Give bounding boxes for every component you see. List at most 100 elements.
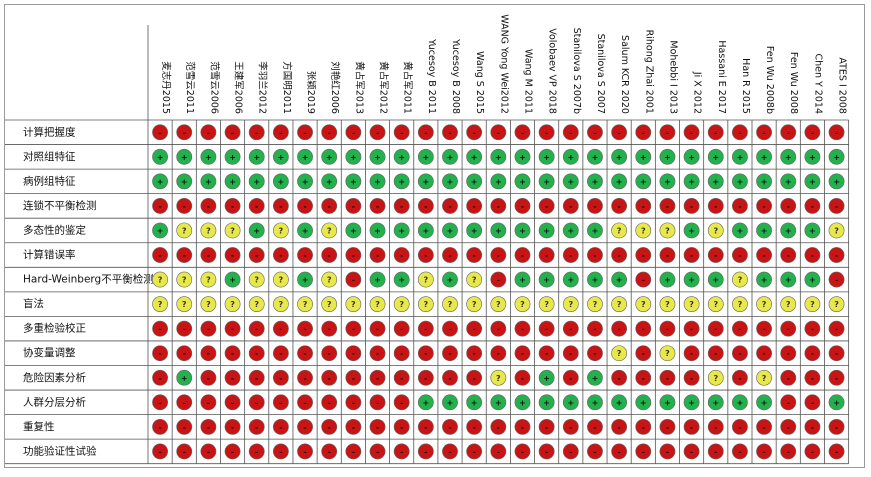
judgement-symbol: - [207, 349, 210, 358]
judgement-dot [828, 418, 845, 435]
judgement-symbol: + [664, 177, 671, 186]
judgement-symbol: - [424, 447, 427, 456]
judgement-dot [514, 124, 531, 141]
judgement-symbol: + [592, 177, 599, 186]
judgement-cell: - [272, 320, 289, 337]
judgement-dot [611, 148, 628, 165]
judgement-dot [780, 443, 797, 460]
judgement-cell: - [297, 198, 313, 214]
judgement-cell: - [345, 443, 362, 460]
judgement-symbol: ? [279, 300, 284, 309]
judgement-cell: - [538, 443, 555, 460]
judgement-cell: - [490, 443, 507, 460]
judgement-symbol: - [400, 128, 403, 137]
judgement-dot [562, 198, 579, 214]
judgement-symbol: - [303, 128, 306, 137]
judgement-symbol: - [231, 128, 234, 137]
judgement-symbol: - [376, 349, 379, 358]
judgement-dot [683, 271, 700, 288]
judgement-dot [200, 296, 217, 313]
judgement-dot [659, 148, 676, 165]
judgement-symbol: - [352, 374, 355, 383]
judgement-symbol: - [400, 202, 403, 211]
judgement-cell: - [176, 418, 193, 435]
judgement-cell: - [393, 198, 410, 214]
judgement-cell: - [587, 124, 603, 141]
judgement-dot [707, 247, 724, 263]
judgement-symbol: - [617, 447, 620, 456]
judgement-dot [828, 394, 845, 411]
judgement-symbol: + [567, 177, 574, 186]
judgement-symbol: - [521, 202, 524, 211]
judgement-symbol: - [328, 398, 331, 407]
judgement-dot [297, 198, 313, 214]
judgement-symbol: ? [665, 300, 670, 309]
judgement-symbol: + [543, 226, 550, 235]
judgement-cell: - [756, 124, 772, 141]
judgement-dot [176, 296, 193, 313]
judgement-cell: - [611, 418, 628, 435]
judgement-dot [466, 394, 483, 411]
judgement-dot [345, 443, 362, 460]
judgement-symbol: + [592, 276, 599, 285]
judgement-cell: + [611, 173, 628, 190]
judgement-cell: + [442, 148, 458, 165]
judgement-symbol: - [158, 349, 161, 358]
judgement-cell: + [248, 222, 265, 239]
judgement-dot [732, 443, 748, 460]
judgement-symbol: - [835, 423, 838, 432]
judgement-symbol: - [497, 423, 500, 432]
judgement-symbol: - [787, 325, 790, 334]
judgement-symbol: - [207, 374, 210, 383]
judgement-dot [490, 296, 507, 313]
judgement-cell: - [345, 320, 362, 337]
judgement-cell: - [152, 443, 168, 460]
judgement-cell: ? [538, 296, 555, 313]
judgement-dot [587, 124, 603, 141]
judgement-symbol: - [472, 423, 475, 432]
judgement-cell: ? [321, 222, 338, 239]
judgement-dot [369, 394, 386, 411]
judgement-symbol: ? [327, 276, 332, 285]
judgement-cell: ? [490, 296, 507, 313]
judgement-cell: + [369, 222, 386, 239]
judgement-dot [562, 443, 579, 460]
judgement-dot [272, 296, 289, 313]
judgement-symbol: + [157, 226, 164, 235]
judgement-dot [200, 222, 217, 239]
judgement-cell: + [393, 173, 410, 190]
judgement-symbol: - [835, 447, 838, 456]
judgement-cell: - [248, 394, 265, 411]
judgement-dot [562, 418, 579, 435]
judgement-symbol: + [567, 226, 574, 235]
judgement-dot [224, 148, 241, 165]
judgement-dot [804, 148, 821, 165]
judgement-cell: - [514, 418, 531, 435]
judgement-cell: + [538, 394, 555, 411]
judgement-symbol: - [183, 398, 186, 407]
judgement-dot [297, 148, 313, 165]
judgement-cell: - [611, 124, 628, 141]
judgement-cell: - [683, 418, 700, 435]
judgement-cell: ? [200, 271, 217, 288]
judgement-dot [369, 124, 386, 141]
judgement-cell: - [490, 124, 507, 141]
judgement-dot [804, 296, 821, 313]
judgement-symbol: + [229, 276, 236, 285]
judgement-cell: - [321, 124, 338, 141]
judgement-symbol: - [617, 374, 620, 383]
judgement-dot [635, 271, 652, 288]
judgement-cell: - [152, 247, 168, 263]
judgement-symbol: ? [496, 300, 501, 309]
judgement-dot [466, 148, 483, 165]
judgement-dot [152, 369, 168, 386]
judgement-symbol: - [835, 202, 838, 211]
judgement-symbol: - [714, 349, 717, 358]
row-label: 多态性的鉴定 [23, 223, 86, 236]
judgement-symbol: + [640, 398, 647, 407]
judgement-symbol: - [835, 128, 838, 137]
judgement-dot [417, 247, 434, 263]
column-header: Stanilova S 2007 [595, 34, 606, 114]
judgement-symbol: + [422, 177, 429, 186]
judgement-dot [200, 247, 217, 263]
